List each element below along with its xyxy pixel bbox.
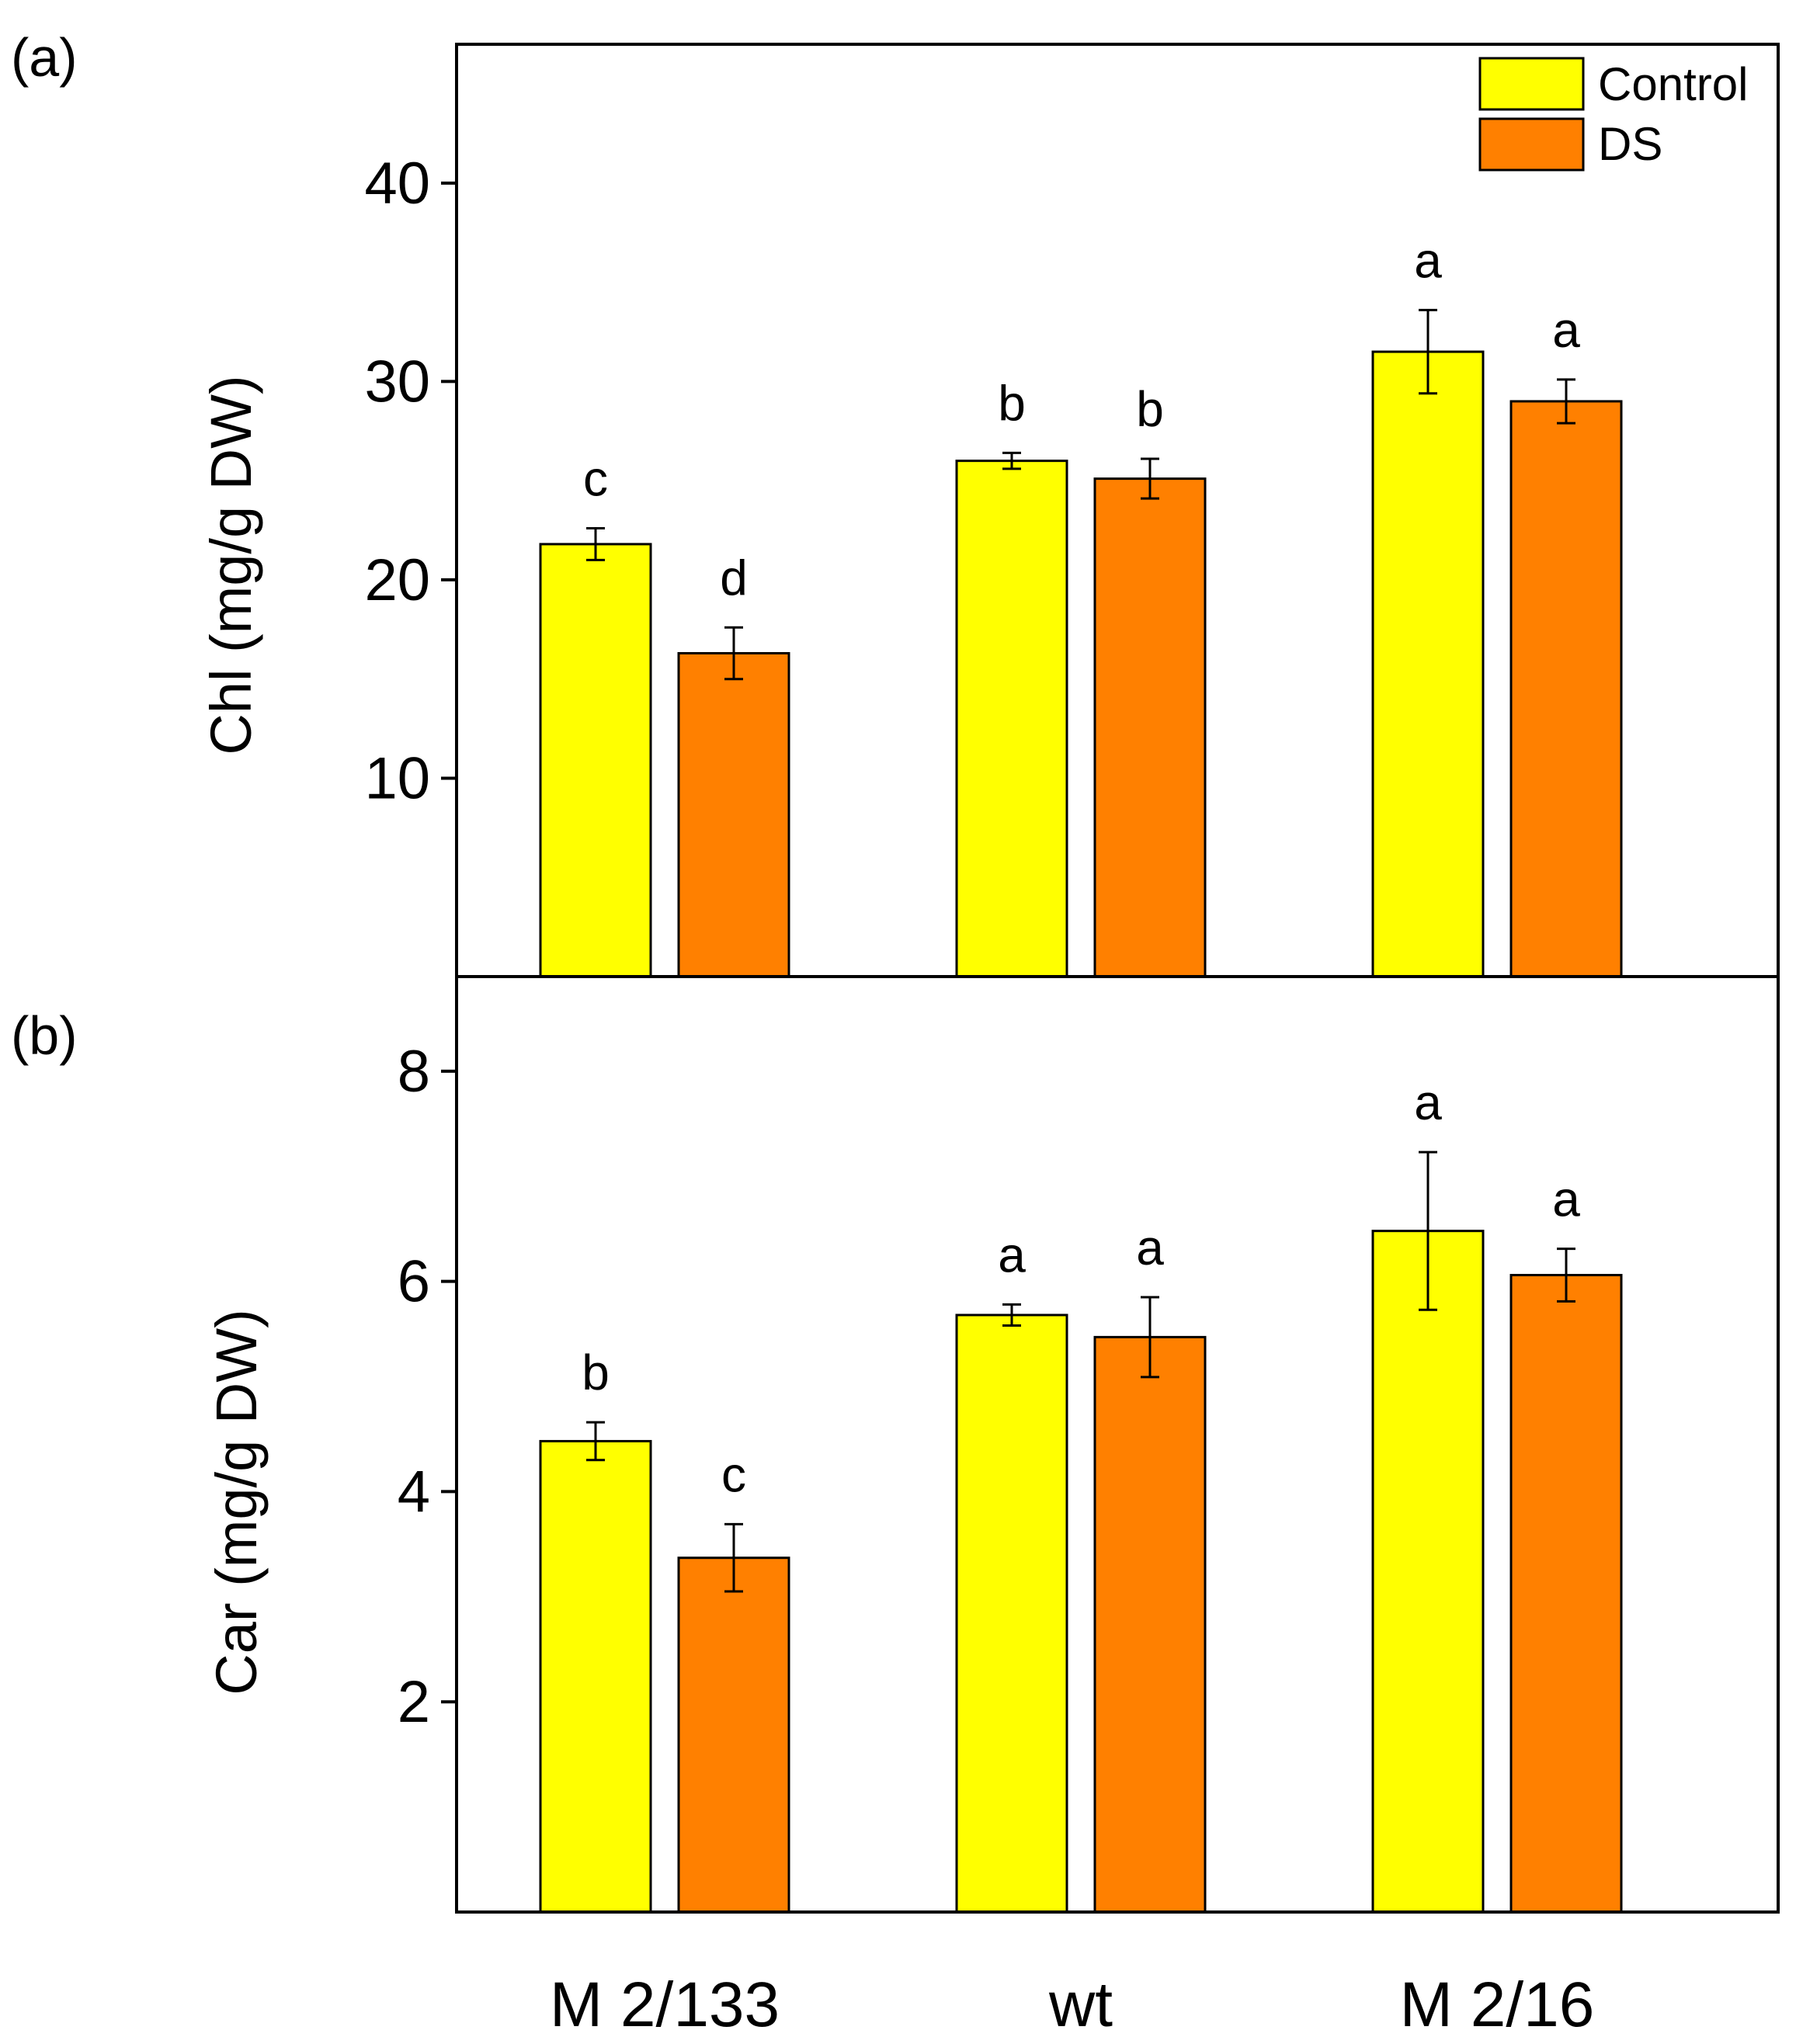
panel-label-b: (b) <box>11 1005 78 1066</box>
panel-a: (a) Chl (mg/g DW) 10 20 30 40 c d b b a a Control… <box>11 27 1780 978</box>
bar-ds-m-2-16 <box>1509 1274 1623 1914</box>
significance-letter: a <box>998 1227 1026 1282</box>
significance-letter: a <box>1552 1171 1580 1227</box>
y-tick-label: 40 <box>364 151 430 217</box>
bar-control-m-2-133 <box>539 543 652 978</box>
y-tick-label: 30 <box>364 349 430 415</box>
y-tick-label: 2 <box>398 1669 430 1735</box>
panel-label-a: (a) <box>11 27 78 88</box>
bar-control-m-2-133 <box>539 1439 652 1914</box>
bar-control-wt <box>955 1314 1068 1914</box>
x-tick-label: M 2/16 <box>1400 1969 1595 2040</box>
significance-letter: a <box>1552 302 1580 358</box>
significance-letter: a <box>1414 1074 1442 1130</box>
y-tick-label: 6 <box>398 1249 430 1315</box>
significance-letter: a <box>1414 232 1442 288</box>
x-tick-label: M 2/133 <box>550 1969 780 2040</box>
legend: Control DS <box>1478 57 1748 172</box>
bar-ds-wt <box>1093 1335 1207 1914</box>
plot-area-a: 10 20 30 40 c d b b a a <box>364 151 1623 978</box>
bar-control-m-2-16 <box>1371 350 1485 978</box>
bar-ds-m-2-133 <box>677 1556 790 1914</box>
bar-control-wt <box>955 460 1068 978</box>
x-tick-label: wt <box>1048 1969 1113 2040</box>
bar-ds-m-2-16 <box>1509 400 1623 978</box>
y-axis-label-b: Car (mg/g DW) <box>204 1309 269 1695</box>
y-axis-label-a: Chl (mg/g DW) <box>199 375 263 755</box>
legend-label-ds: DS <box>1598 118 1662 170</box>
significance-letter: c <box>583 450 608 506</box>
x-axis-labels: M 2/133 wt M 2/16 <box>550 1969 1594 2040</box>
legend-swatch-ds <box>1478 117 1585 172</box>
bar-ds-m-2-133 <box>677 651 790 978</box>
y-tick-label: 10 <box>364 745 430 811</box>
significance-letter: b <box>582 1345 610 1400</box>
significance-letter: d <box>720 550 748 606</box>
significance-letter: c <box>721 1446 746 1502</box>
y-tick-label: 4 <box>398 1459 430 1525</box>
y-tick-label: 20 <box>364 547 430 613</box>
significance-letter: a <box>1136 1220 1164 1275</box>
legend-swatch-control <box>1478 57 1585 111</box>
legend-label-control: Control <box>1598 58 1748 110</box>
significance-letter: b <box>1136 381 1164 437</box>
significance-letter: b <box>998 375 1026 431</box>
bar-control-m-2-16 <box>1371 1230 1485 1914</box>
bar-ds-wt <box>1093 477 1207 978</box>
plot-area-b: 2 4 6 8 b c a a a a <box>398 1039 1623 1914</box>
plot-frame-b <box>455 975 1780 1914</box>
y-tick-label: 8 <box>398 1039 430 1105</box>
